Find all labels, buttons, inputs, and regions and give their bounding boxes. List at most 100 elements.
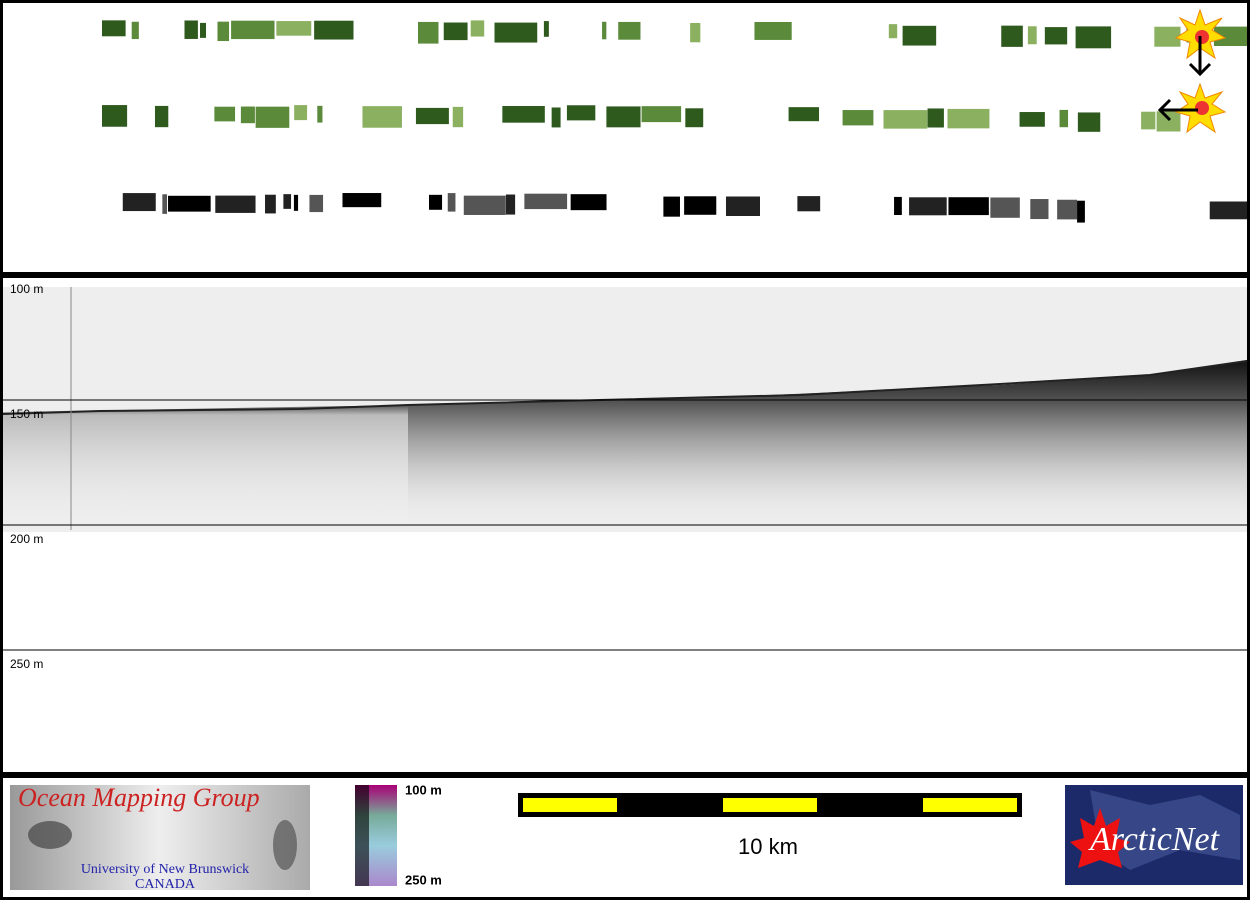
swath-texture	[214, 106, 236, 122]
swath-texture	[293, 194, 299, 211]
scale-segment	[723, 798, 817, 812]
logo-text: University of New Brunswick	[81, 862, 249, 877]
swath-texture	[1027, 26, 1037, 45]
swath-texture	[505, 194, 516, 215]
swath-texture	[566, 105, 596, 121]
swath-texture	[317, 105, 323, 123]
swath-texture	[1059, 109, 1069, 128]
swath-texture	[168, 195, 211, 212]
swath-texture	[276, 21, 312, 36]
swath-texture	[1030, 199, 1049, 220]
swath-texture	[1044, 27, 1068, 45]
swath-texture	[602, 21, 607, 40]
swath-texture	[502, 106, 545, 123]
logo-title: Ocean Mapping Group	[18, 783, 260, 812]
swath-texture	[102, 20, 126, 37]
swath-panel	[3, 3, 1247, 272]
swath-texture	[447, 193, 456, 212]
swath-texture	[902, 25, 937, 46]
swath-texture	[217, 21, 230, 42]
swath-texture	[909, 197, 947, 216]
swath-texture	[1154, 26, 1181, 47]
swath-texture	[1057, 199, 1078, 220]
seafloor-echo	[3, 405, 408, 530]
swath-texture	[231, 20, 275, 40]
seafloor-echo	[408, 360, 1247, 530]
logo-text: CANADA	[135, 877, 196, 892]
colorbar-label: 100 m	[405, 782, 442, 797]
depth-label: 100 m	[10, 282, 43, 296]
swath-texture	[1213, 26, 1247, 47]
swath-texture	[1075, 26, 1112, 49]
swath-texture	[283, 194, 292, 209]
swath-texture	[1077, 200, 1085, 223]
swath-texture	[883, 110, 928, 129]
swath-texture	[443, 22, 468, 41]
swath-texture	[1141, 111, 1156, 130]
swath-texture	[470, 20, 485, 37]
swath-texture	[947, 108, 990, 129]
sun-markers	[1157, 8, 1227, 134]
colorbar-label: 250 m	[405, 872, 442, 887]
swath-texture	[294, 105, 308, 121]
swath-texture	[685, 108, 704, 128]
swath-texture	[154, 105, 169, 128]
swath-texture	[415, 107, 449, 125]
swath-texture	[215, 195, 256, 213]
colorbar-shade	[355, 785, 369, 886]
swath-texture	[990, 197, 1020, 218]
swath-texture	[1019, 112, 1045, 127]
swath-texture	[265, 194, 276, 214]
arrow-head	[1157, 98, 1172, 122]
swath-texture	[524, 193, 568, 210]
swath-texture	[463, 195, 506, 215]
swath-texture	[754, 21, 792, 40]
depth-label: 200 m	[10, 532, 43, 546]
partner-logo-text: ArcticNet	[1088, 821, 1221, 858]
swath-texture	[551, 107, 561, 128]
swath-texture	[452, 106, 464, 128]
sun-core	[1195, 30, 1209, 44]
swath-texture	[122, 193, 156, 212]
swath-texture	[797, 196, 821, 212]
swath-texture	[1077, 112, 1101, 132]
swath-texture	[417, 21, 439, 44]
swath-texture	[102, 105, 128, 127]
swath-texture	[927, 108, 944, 128]
swath-texture	[690, 22, 701, 43]
swath-texture	[184, 20, 198, 39]
maple-leaf	[1070, 808, 1130, 868]
swath-texture	[684, 196, 717, 215]
map-shape	[1090, 790, 1240, 870]
swath-texture	[570, 194, 607, 211]
sun-core	[1195, 101, 1209, 115]
swath-texture	[1209, 201, 1247, 220]
swath-group	[102, 20, 1247, 223]
swath-texture	[888, 24, 898, 39]
swath-texture	[618, 21, 641, 40]
swath-texture	[162, 194, 168, 214]
swath-texture	[200, 22, 207, 38]
seafloor-line	[2, 360, 1248, 415]
swath-texture	[309, 194, 324, 213]
swath-texture	[788, 107, 820, 122]
scale-label: 10 km	[738, 834, 798, 859]
swath-texture	[240, 106, 255, 124]
swath-texture	[428, 194, 443, 210]
swath-texture	[255, 106, 290, 128]
swath-texture	[663, 196, 680, 217]
swath-texture	[606, 106, 641, 128]
scale-segment	[923, 798, 1017, 812]
swath-texture	[725, 196, 760, 216]
swath-texture	[894, 196, 902, 216]
swath-texture	[948, 197, 989, 216]
scale-segment	[523, 798, 617, 812]
swath-texture	[1156, 111, 1181, 132]
arrow-head	[1188, 62, 1212, 77]
depth-label: 250 m	[10, 657, 43, 671]
logo-figure	[273, 820, 297, 870]
swath-texture	[494, 22, 538, 43]
swath-texture	[842, 110, 874, 126]
